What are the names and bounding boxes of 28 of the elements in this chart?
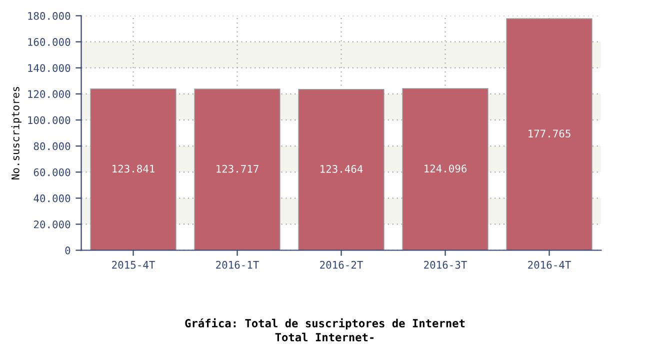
y-tick-label: 100.000 [28, 116, 70, 124]
data-label: 177.765 [528, 130, 570, 138]
bar [194, 88, 280, 250]
bar [506, 18, 592, 250]
bar [298, 88, 384, 250]
bar [402, 88, 488, 250]
y-tick-label: 180.000 [28, 12, 70, 20]
data-label: 124.096 [424, 164, 467, 172]
x-tick-label: 2016-2T [320, 260, 363, 269]
x-tick-label: 2016-4T [528, 260, 571, 269]
bar [90, 88, 176, 250]
y-tick-label: 160.000 [28, 38, 70, 46]
y-tick-label: 120.000 [28, 90, 70, 98]
text: Total Internet- [275, 332, 374, 342]
data-label: 123.717 [216, 164, 258, 173]
y-tick-label: 140.000 [28, 64, 70, 72]
data-label: 123.464 [320, 165, 363, 173]
x-tick-label: 2016-3T [424, 260, 467, 269]
x-tick-label: 2015-4T [112, 260, 155, 269]
text: Gráfica: Total de suscriptores de Internet [185, 318, 465, 330]
y-tick-label: 60.000 [34, 168, 70, 176]
x-tick-label: 2016-1T [216, 260, 259, 269]
data-label: 123.841 [112, 164, 154, 173]
y-tick-label: 80.000 [34, 142, 70, 150]
y-tick-label: 40.000 [34, 194, 70, 202]
y-tick-label: 0 [65, 246, 70, 254]
y-tick-label: 20.000 [34, 220, 70, 228]
y-axis-title: No.suscriptores [11, 86, 22, 180]
